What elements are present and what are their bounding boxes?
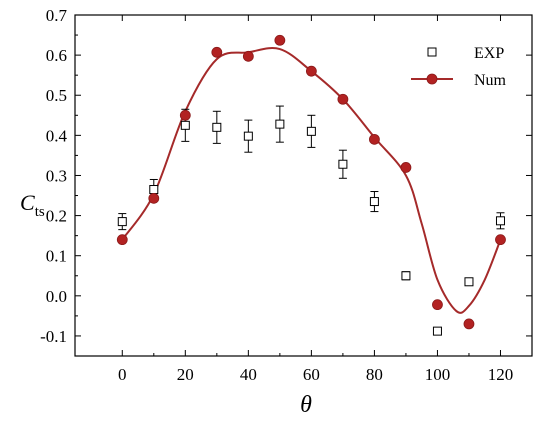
legend-num-marker: [426, 73, 438, 85]
y-axis-title-main: C: [20, 190, 35, 215]
y-tick-label: 0.7: [46, 6, 68, 25]
exp-point: [212, 122, 222, 132]
num-point: [242, 50, 254, 62]
exp-series: [117, 105, 505, 336]
y-tick-label: 0.0: [46, 287, 67, 306]
num-point: [495, 234, 506, 246]
y-tick-label: 0.3: [46, 166, 67, 185]
y-tick-label: -0.1: [40, 327, 67, 346]
exp-point: [338, 159, 348, 169]
exp-point: [495, 216, 505, 226]
legend-exp-marker: [427, 47, 437, 57]
y-tick-label: 0.1: [46, 247, 67, 266]
num-point: [274, 34, 286, 46]
x-axis-title: θ: [300, 392, 312, 418]
exp-point: [369, 197, 379, 207]
exp-point: [243, 131, 253, 141]
x-tick-label: 20: [177, 365, 194, 384]
legend-num-label: Num: [474, 72, 507, 89]
x-tick-label: 40: [240, 365, 257, 384]
exp-point: [275, 119, 285, 129]
y-tick-label: 0.4: [46, 126, 68, 145]
x-tick-label: 0: [118, 365, 127, 384]
exp-point: [180, 120, 190, 130]
num-point: [369, 133, 380, 145]
y-tick-label: 0.5: [46, 86, 67, 105]
x-axis: 0 20 40 60 80 100 120: [118, 15, 513, 384]
num-series: [116, 34, 506, 330]
num-point: [179, 109, 191, 121]
exp-point: [149, 185, 159, 195]
num-point: [305, 65, 317, 77]
exp-point: [117, 217, 127, 227]
num-point: [148, 192, 160, 204]
fit-curve-layer: [121, 47, 502, 314]
legend: EXP Num: [411, 45, 507, 89]
exp-point: [464, 277, 474, 287]
fit-curve-line: [121, 47, 502, 314]
num-point: [211, 46, 223, 58]
x-tick-label: 60: [303, 365, 320, 384]
y-axis: -0.1 0.0 0.1 0.2 0.3 0.4 0.5 0.6 0.7: [40, 6, 532, 346]
exp-point: [401, 271, 411, 281]
num-point: [116, 234, 128, 246]
plot-frame: [74, 14, 533, 357]
exp-point: [432, 326, 442, 336]
legend-exp-label: EXP: [474, 45, 504, 62]
x-tick-label: 80: [366, 365, 383, 384]
y-axis-title-subscript: ts: [35, 204, 45, 220]
x-tick-label: 120: [488, 365, 514, 384]
x-tick-label: 100: [425, 365, 451, 384]
num-point: [400, 162, 412, 173]
y-tick-label: 0.6: [46, 46, 67, 65]
num-point: [432, 299, 443, 311]
num-point: [463, 318, 475, 330]
y-axis-title: Cts: [20, 190, 45, 220]
exp-point: [306, 126, 316, 136]
y-tick-label: 0.2: [46, 207, 67, 226]
num-point: [337, 93, 349, 105]
